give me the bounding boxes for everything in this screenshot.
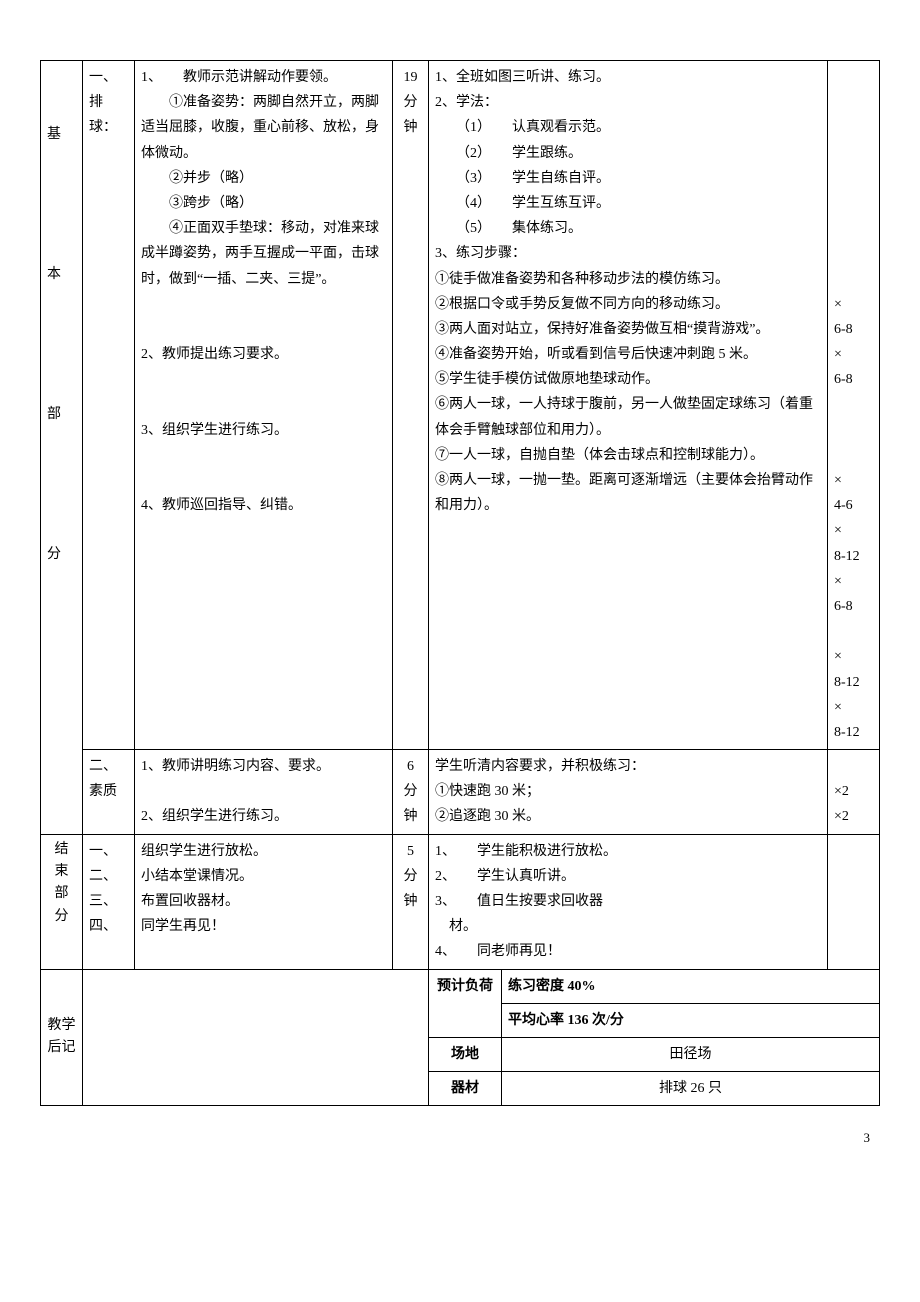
footer-row: 教学后记 预计负荷 练习密度 40% 平均心率 136 次/分 场地 田径场 器… — [41, 969, 880, 1106]
s-line: ⑦一人一球，自抛自垫（体会击球点和控制球能力）。 — [435, 448, 764, 463]
footer-blank — [83, 969, 429, 1106]
t-line: 1、 教师示范讲解动作要领。 — [141, 70, 337, 85]
s-line: 3、练习步骤： — [435, 246, 526, 261]
t-line: ①准备姿势：两脚自然开立，两脚适当屈膝，收腹，重心前移、放松，身体微动。 — [141, 95, 379, 160]
r-line: ×2 — [834, 809, 849, 824]
s-line: 1、全班如图三听讲、练习。 — [435, 70, 610, 85]
end-sub: 一、 二、 三、 四、 — [83, 834, 135, 969]
s-line: ④准备姿势开始，听或看到信号后快速冲刺跑 5 米。 — [435, 347, 757, 362]
t-line: 2、组织学生进行练习。 — [141, 809, 288, 824]
venue-label-text: 场地 — [451, 1047, 479, 1062]
s-line: （4） 学生互练互评。 — [435, 196, 610, 211]
end-teacher: 组织学生进行放松。 小结本堂课情况。 布置回收器材。 同学生再见！ — [135, 834, 393, 969]
t-line: 3、组织学生进行练习。 — [141, 423, 288, 438]
basic-row-volleyball: 基 本 部 分 一、排球： 1、 教师示范讲解动作要领。 ①准备姿势：两脚自然开… — [41, 61, 880, 750]
basic-teacher-2: 1、教师讲明练习内容、要求。 2、组织学生进行练习。 — [135, 750, 393, 835]
sub-line: 三、 — [89, 894, 117, 909]
s-line: ③两人面对站立，保持好准备姿势做互相“摸背游戏”。 — [435, 322, 769, 337]
t-line: 2、教师提出练习要求。 — [141, 347, 288, 362]
end-time: 5分钟 — [393, 834, 429, 969]
basic-sub-2: 二、素质 — [83, 750, 135, 835]
t-line: 组织学生进行放松。 — [141, 844, 267, 859]
s-line: （3） 学生自练自评。 — [435, 171, 610, 186]
t-line: ④正面双手垫球：移动，对准来球成半蹲姿势，两手互握成一平面，击球时，做到“一插、… — [141, 221, 379, 286]
s-line: 1、 学生能积极进行放松。 — [435, 844, 617, 859]
label-char: 本 — [47, 262, 76, 287]
page-number: 3 — [40, 1106, 880, 1149]
equip-label-text: 器材 — [451, 1081, 479, 1096]
sub-line: 一、 — [89, 844, 117, 859]
end-student: 1、 学生能积极进行放松。 2、 学生认真听讲。 3、 值日生按要求回收器 材。… — [429, 834, 828, 969]
s-line: 2、 学生认真听讲。 — [435, 869, 575, 884]
s-line: （5） 集体练习。 — [435, 221, 582, 236]
t-line: 4、教师巡回指导、纠错。 — [141, 498, 302, 513]
label-char: 分 — [47, 542, 76, 567]
s-line: ⑥两人一球，一人持球于腹前，另一人做垫固定球练习（着重体会手臂触球部位和用力）。 — [435, 397, 813, 437]
equip-value: 排球 26 只 — [502, 1072, 880, 1106]
label-char: 部 — [47, 402, 76, 427]
section-basic-label: 基 本 部 分 — [41, 61, 83, 835]
t-line: ③跨步（略） — [141, 196, 253, 211]
basic-teacher-1: 1、 教师示范讲解动作要领。 ①准备姿势：两脚自然开立，两脚适当屈膝，收腹，重心… — [135, 61, 393, 750]
sub-line: 二、 — [89, 869, 117, 884]
basic-student-2: 学生听清内容要求，并积极练习： ①快速跑 30 米； ②追逐跑 30 米。 — [429, 750, 828, 835]
venue-value: 田径场 — [502, 1037, 880, 1071]
lesson-plan-table: 基 本 部 分 一、排球： 1、 教师示范讲解动作要领。 ①准备姿势：两脚自然开… — [40, 60, 880, 1106]
s-line: 2、学法： — [435, 95, 498, 110]
basic-reps-1: × 6-8 × 6-8 × 4-6 × 8-12 × 6-8 × 8-12 × … — [828, 61, 880, 750]
sub-line: 四、 — [89, 919, 117, 934]
t-line: 布置回收器材。 — [141, 894, 239, 909]
s-line: 4、 同老师再见！ — [435, 944, 561, 959]
basic-sub-1: 一、排球： — [83, 61, 135, 750]
t-line: ②并步（略） — [141, 171, 253, 186]
s-line: 3、 值日生按要求回收器 — [435, 894, 603, 909]
label-char: 基 — [47, 122, 76, 147]
s-line: ②根据口令或手势反复做不同方向的移动练习。 — [435, 297, 729, 312]
section-end-label: 结束部分 — [41, 834, 83, 969]
yuji-label: 预计负荷 — [429, 970, 502, 1038]
s-line: 材。 — [435, 919, 477, 934]
s-line: （2） 学生跟练。 — [435, 146, 582, 161]
s-line: （1） 认真观看示范。 — [435, 120, 610, 135]
t-line: 小结本堂课情况。 — [141, 869, 253, 884]
basic-time-2: 6分钟 — [393, 750, 429, 835]
t-line: 同学生再见！ — [141, 919, 225, 934]
end-row: 结束部分 一、 二、 三、 四、 组织学生进行放松。 小结本堂课情况。 布置回收… — [41, 834, 880, 969]
r-line: ×2 — [834, 784, 849, 799]
hr-text: 平均心率 136 次/分 — [508, 1013, 624, 1028]
basic-student-1: 1、全班如图三听讲、练习。 2、学法： （1） 认真观看示范。 （2） 学生跟练… — [429, 61, 828, 750]
end-reps — [828, 834, 880, 969]
time-text: 19分钟 — [404, 70, 418, 135]
s-line: ②追逐跑 30 米。 — [435, 809, 540, 824]
equip-label: 器材 — [429, 1072, 502, 1106]
basic-time-1: 19分钟 — [393, 61, 429, 750]
s-line: 学生听清内容要求，并积极练习： — [435, 759, 645, 774]
venue-label: 场地 — [429, 1037, 502, 1071]
s-line: ⑧两人一球，一抛一垫。距离可逐渐增远（主要体会抬臂动作和用力）。 — [435, 473, 813, 513]
yuji-text: 预计负荷 — [437, 979, 493, 994]
basic-row-suzhi: 二、素质 1、教师讲明练习内容、要求。 2、组织学生进行练习。 6分钟 学生听清… — [41, 750, 880, 835]
hr-cell: 平均心率 136 次/分 — [502, 1003, 880, 1037]
footer-inner-table: 预计负荷 练习密度 40% 平均心率 136 次/分 场地 田径场 器材 排球 … — [429, 970, 879, 1106]
s-line: ①快速跑 30 米； — [435, 784, 540, 799]
basic-reps-2: ×2 ×2 — [828, 750, 880, 835]
section-footer-label: 教学后记 — [41, 969, 83, 1106]
footer-right-block: 预计负荷 练习密度 40% 平均心率 136 次/分 场地 田径场 器材 排球 … — [429, 969, 880, 1106]
density-cell: 练习密度 40% — [502, 970, 880, 1004]
t-line: 1、教师讲明练习内容、要求。 — [141, 759, 330, 774]
density-text: 练习密度 40% — [508, 979, 596, 994]
s-line: ①徒手做准备姿势和各种移动步法的模仿练习。 — [435, 272, 729, 287]
s-line: ⑤学生徒手模仿试做原地垫球动作。 — [435, 372, 659, 387]
